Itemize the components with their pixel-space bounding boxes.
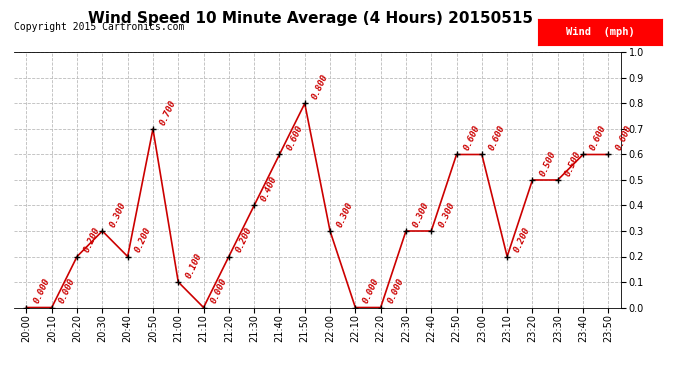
Text: 0.500: 0.500 bbox=[538, 150, 558, 178]
Text: 0.200: 0.200 bbox=[513, 226, 532, 254]
Text: 0.700: 0.700 bbox=[159, 99, 178, 127]
Text: 0.100: 0.100 bbox=[184, 252, 204, 280]
Text: 0.000: 0.000 bbox=[57, 277, 77, 305]
Text: 0.000: 0.000 bbox=[386, 277, 406, 305]
Text: Wind  (mph): Wind (mph) bbox=[566, 27, 635, 37]
Text: 0.600: 0.600 bbox=[462, 124, 482, 152]
Text: 0.300: 0.300 bbox=[335, 201, 355, 229]
Text: 0.000: 0.000 bbox=[32, 277, 52, 305]
Text: 0.000: 0.000 bbox=[361, 277, 380, 305]
Text: 0.400: 0.400 bbox=[259, 175, 279, 203]
Text: 0.200: 0.200 bbox=[133, 226, 152, 254]
Text: 0.200: 0.200 bbox=[235, 226, 254, 254]
Text: 0.600: 0.600 bbox=[589, 124, 608, 152]
Text: Wind Speed 10 Minute Average (4 Hours) 20150515: Wind Speed 10 Minute Average (4 Hours) 2… bbox=[88, 11, 533, 26]
Text: 0.000: 0.000 bbox=[209, 277, 228, 305]
Text: 0.500: 0.500 bbox=[563, 150, 583, 178]
Text: Copyright 2015 Cartronics.com: Copyright 2015 Cartronics.com bbox=[14, 22, 184, 32]
Text: 0.300: 0.300 bbox=[108, 201, 128, 229]
Text: 0.600: 0.600 bbox=[285, 124, 304, 152]
Text: 0.600: 0.600 bbox=[487, 124, 507, 152]
Text: 0.800: 0.800 bbox=[310, 73, 330, 101]
Text: 0.200: 0.200 bbox=[83, 226, 102, 254]
Text: 0.300: 0.300 bbox=[437, 201, 456, 229]
Text: 0.600: 0.600 bbox=[614, 124, 633, 152]
Text: 0.300: 0.300 bbox=[411, 201, 431, 229]
